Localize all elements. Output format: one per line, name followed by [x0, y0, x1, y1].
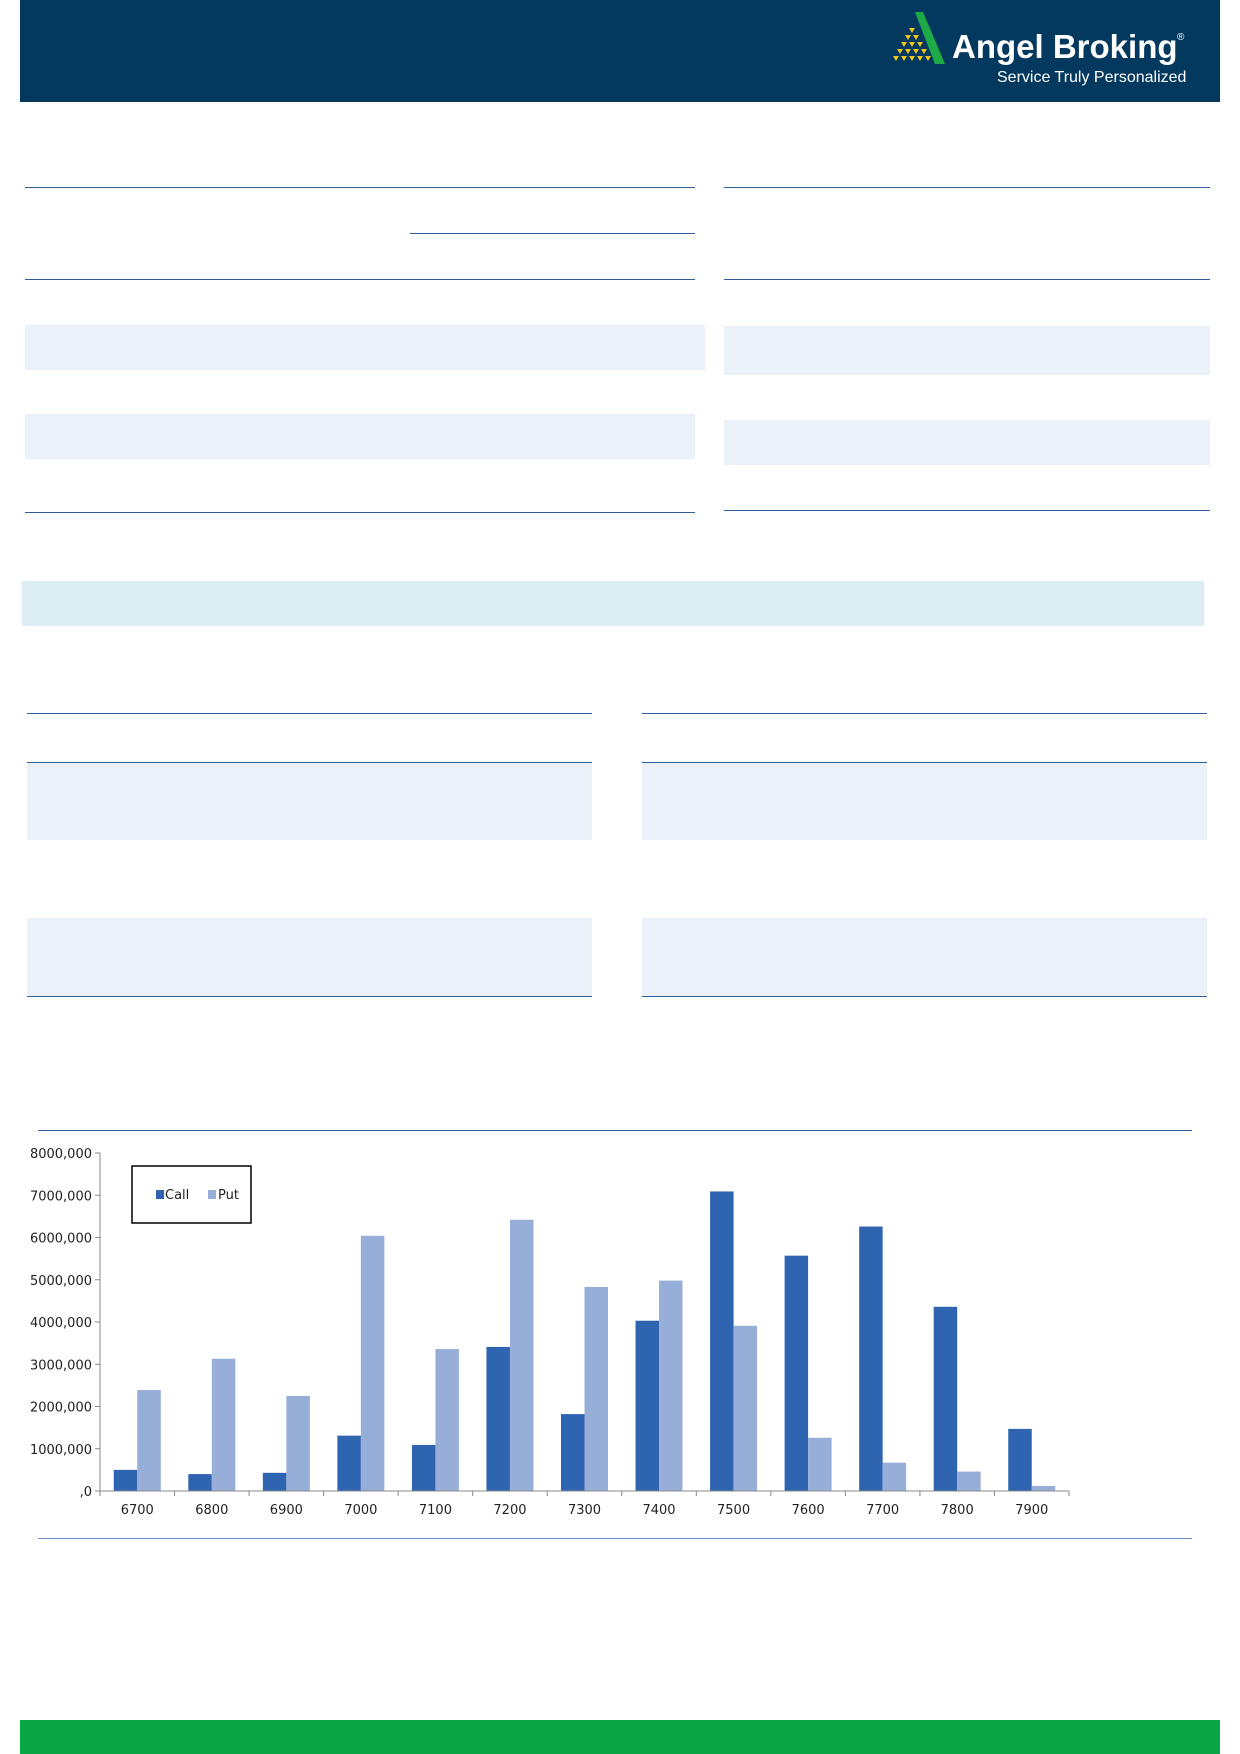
legend: Call Put	[131, 1165, 252, 1224]
bar-put-7600	[808, 1437, 832, 1491]
x-tick-label: 7100	[419, 1503, 452, 1518]
y-tick-label: 6000,000	[30, 1232, 92, 1247]
y-tick-label: 8000,000	[30, 1147, 92, 1162]
bar-put-7900	[1031, 1485, 1056, 1491]
y-tick-label: 3000,000	[30, 1358, 92, 1373]
bar-put-6700	[137, 1390, 161, 1491]
bar-call-7800	[933, 1306, 958, 1491]
legend-label-put: Put	[218, 1188, 239, 1203]
table-row-shaded	[642, 918, 1207, 996]
x-tick-label: 6700	[121, 1503, 154, 1518]
y-tick-label: ,0	[80, 1485, 92, 1500]
table-rule	[642, 713, 1207, 714]
chart-bottom-rule	[38, 1538, 1192, 1539]
chart-top-rule	[38, 1130, 1192, 1131]
table-row-shaded	[25, 325, 705, 370]
table-rule	[25, 512, 695, 513]
bar-put-7700	[882, 1462, 907, 1491]
table-rule	[410, 233, 695, 234]
table-rule	[724, 279, 1210, 280]
table-row-shaded	[724, 326, 1210, 375]
bar-put-7000	[360, 1235, 385, 1491]
footer-bar	[20, 1720, 1220, 1754]
x-tick-label: 7600	[792, 1503, 825, 1518]
table-row-shaded	[642, 763, 1207, 840]
table-rule	[642, 996, 1207, 997]
bar-put-7200	[509, 1219, 534, 1491]
x-tick-label: 7200	[493, 1503, 526, 1518]
bar-call-7600	[784, 1255, 809, 1491]
table-row-shaded	[27, 918, 592, 996]
table-rule	[27, 713, 592, 714]
section-banner	[22, 581, 1204, 626]
table-rule	[27, 996, 592, 997]
table-row-shaded	[724, 420, 1210, 465]
bar-call-7000	[337, 1435, 361, 1491]
bar-call-7500	[710, 1191, 734, 1491]
x-tick-label: 7500	[717, 1503, 750, 1518]
table-row-shaded	[25, 414, 695, 459]
brand-name: Angel Broking	[952, 28, 1178, 65]
y-tick-label: 2000,000	[30, 1401, 92, 1416]
table-rule	[27, 762, 592, 763]
bar-call-7400	[635, 1320, 660, 1491]
table-rule	[25, 279, 695, 280]
header-bar	[20, 0, 1220, 102]
x-tick-label: 7700	[866, 1503, 899, 1518]
table-row-shaded	[27, 763, 592, 840]
bar-call-6700	[113, 1469, 138, 1491]
x-tick-label: 7300	[568, 1503, 601, 1518]
x-tick-label: 6800	[195, 1503, 228, 1518]
y-tick-label: 1000,000	[30, 1443, 92, 1458]
x-tick-label: 7000	[344, 1503, 377, 1518]
x-tick-label: 6900	[270, 1503, 303, 1518]
angel-logo-icon	[893, 12, 945, 64]
y-tick-label: 5000,000	[30, 1274, 92, 1289]
brand-tagline: Service Truly Personalized	[997, 69, 1187, 86]
x-tick-label: 7900	[1015, 1503, 1048, 1518]
bar-put-7300	[584, 1286, 608, 1491]
bar-put-6900	[286, 1395, 310, 1491]
legend-label-call: Call	[165, 1188, 189, 1203]
bar-call-6900	[262, 1472, 287, 1491]
open-interest-chart: ,0 1000,000 2000,000 3000,000 4000,000 5000,0…	[30, 1147, 1070, 1518]
bar-put-7800	[957, 1471, 981, 1491]
bar-call-6800	[188, 1474, 212, 1491]
x-tick-label: 7400	[642, 1503, 675, 1518]
legend-swatch-put	[208, 1190, 216, 1199]
legend-swatch-call	[156, 1190, 164, 1199]
table-rule	[724, 187, 1210, 188]
registered-mark: ®	[1177, 32, 1185, 43]
x-tick-label: 7800	[941, 1503, 974, 1518]
bar-call-7100	[411, 1444, 436, 1491]
bar-call-7300	[561, 1414, 585, 1491]
table-rule	[642, 762, 1207, 763]
bar-put-7100	[435, 1349, 459, 1491]
bar-call-7900	[1008, 1428, 1032, 1491]
y-tick-label: 4000,000	[30, 1316, 92, 1331]
bar-put-6800	[211, 1358, 236, 1491]
bar-put-7400	[659, 1280, 683, 1491]
table-rule	[25, 187, 695, 188]
bar-call-7200	[486, 1346, 510, 1491]
table-rule	[724, 510, 1210, 511]
y-tick-label: 7000,000	[30, 1189, 92, 1204]
bar-call-7700	[859, 1226, 883, 1491]
bar-put-7500	[733, 1325, 758, 1491]
